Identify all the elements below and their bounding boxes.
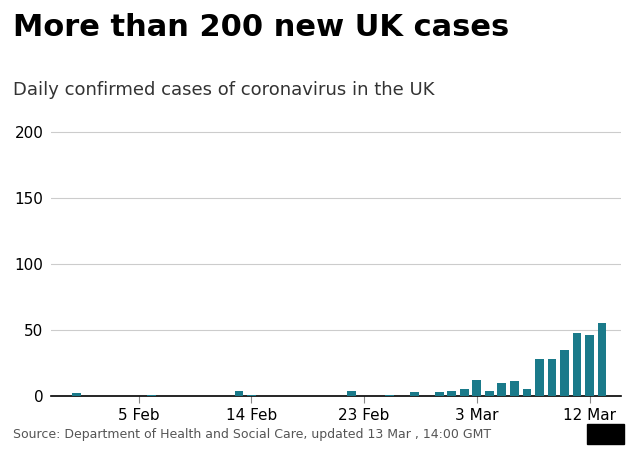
Bar — [598, 324, 607, 396]
Bar — [510, 382, 519, 396]
Text: More than 200 new UK cases: More than 200 new UK cases — [13, 14, 509, 42]
Text: Source: Department of Health and Social Care, updated 13 Mar , 14:00 GMT: Source: Department of Health and Social … — [13, 428, 491, 441]
Bar — [522, 389, 531, 396]
Bar — [460, 389, 468, 396]
Bar — [585, 335, 594, 396]
Bar — [573, 333, 581, 396]
Bar — [535, 359, 544, 396]
Bar — [435, 392, 444, 396]
Bar — [485, 391, 493, 396]
Bar — [497, 383, 506, 396]
Text: Daily confirmed cases of coronavirus in the UK: Daily confirmed cases of coronavirus in … — [13, 81, 435, 99]
Bar — [410, 392, 419, 396]
Bar — [447, 391, 456, 396]
Bar — [235, 391, 243, 396]
Bar — [385, 395, 394, 396]
Bar — [548, 359, 556, 396]
Bar — [348, 391, 356, 396]
Bar — [560, 350, 569, 396]
Bar — [72, 393, 81, 396]
Bar — [147, 395, 156, 396]
Text: BBC: BBC — [589, 427, 621, 441]
Bar — [247, 395, 256, 396]
Bar — [472, 380, 481, 396]
